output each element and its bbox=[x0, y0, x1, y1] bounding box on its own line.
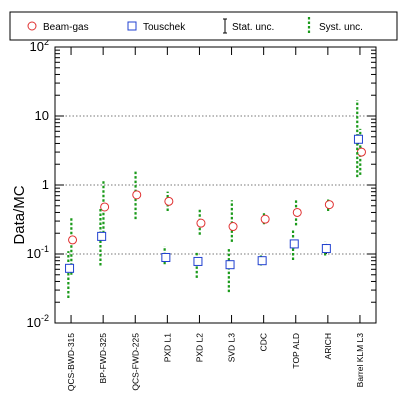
legend-stat-marker bbox=[223, 18, 227, 34]
beam-gas-point bbox=[196, 218, 206, 228]
x-category-label: QCS-BWD-315 bbox=[66, 333, 76, 391]
legend-box bbox=[9, 11, 398, 41]
y-tick-label: 102 bbox=[30, 37, 49, 54]
beam-gas-point bbox=[260, 214, 270, 224]
x-category-label: CDC bbox=[259, 333, 269, 351]
beam-gas-point bbox=[228, 222, 238, 232]
beam-gas-point bbox=[292, 207, 302, 217]
touschek-point bbox=[257, 256, 267, 266]
x-category-label: TOP ALD bbox=[291, 333, 301, 369]
x-category-label: BP-FWD-325 bbox=[98, 333, 108, 384]
y-tick-label: 10 bbox=[35, 108, 49, 123]
touschek-point bbox=[225, 260, 235, 270]
x-category-label: SVD L3 bbox=[227, 333, 237, 363]
touschek-point bbox=[97, 231, 107, 241]
touschek-point bbox=[289, 239, 299, 249]
legend-syst-label: Syst. unc. bbox=[319, 22, 363, 33]
plot-frame bbox=[54, 46, 377, 324]
beam-gas-point bbox=[100, 202, 110, 212]
y-axis-title: Data/MC bbox=[11, 185, 28, 244]
legend-beamgas-marker bbox=[27, 21, 37, 31]
x-category-label: PXD L2 bbox=[194, 333, 204, 363]
y-tick-label: 10-2 bbox=[27, 313, 49, 330]
legend-touschek-label: Touschek bbox=[143, 22, 186, 33]
touschek-point bbox=[193, 256, 203, 266]
x-category-label: PXD L1 bbox=[162, 333, 172, 363]
touschek-point bbox=[321, 244, 331, 254]
x-category-label: QCS-FWD-225 bbox=[130, 333, 140, 391]
y-tick-label: 1 bbox=[42, 177, 49, 192]
x-axis: QCS-BWD-315 BP-FWD-325 QCS-FWD-225 PXD L1 PX… bbox=[66, 47, 365, 391]
x-category-label: Barrel KLM L3 bbox=[355, 333, 365, 388]
y-axis: 10-2 10-1 1 10 102 bbox=[27, 37, 376, 330]
grid-lines bbox=[55, 115, 376, 255]
x-category-label: ARICH bbox=[323, 333, 333, 359]
touschek-point bbox=[161, 252, 171, 262]
legend: Beam-gas Touschek Stat. unc. Syst. unc. bbox=[9, 11, 398, 41]
beam-gas-point bbox=[68, 235, 78, 245]
touschek-point bbox=[65, 263, 75, 273]
data-layer bbox=[65, 100, 366, 299]
beam-gas-point bbox=[324, 200, 334, 210]
beam-gas-point bbox=[164, 196, 174, 206]
legend-stat-label: Stat. unc. bbox=[232, 22, 274, 33]
touschek-point bbox=[353, 134, 363, 144]
legend-touschek-marker bbox=[127, 21, 137, 31]
y-tick-label: 10-1 bbox=[27, 244, 49, 261]
beam-gas-point bbox=[356, 147, 366, 157]
beam-gas-point bbox=[132, 190, 142, 200]
legend-beamgas-label: Beam-gas bbox=[43, 22, 89, 33]
